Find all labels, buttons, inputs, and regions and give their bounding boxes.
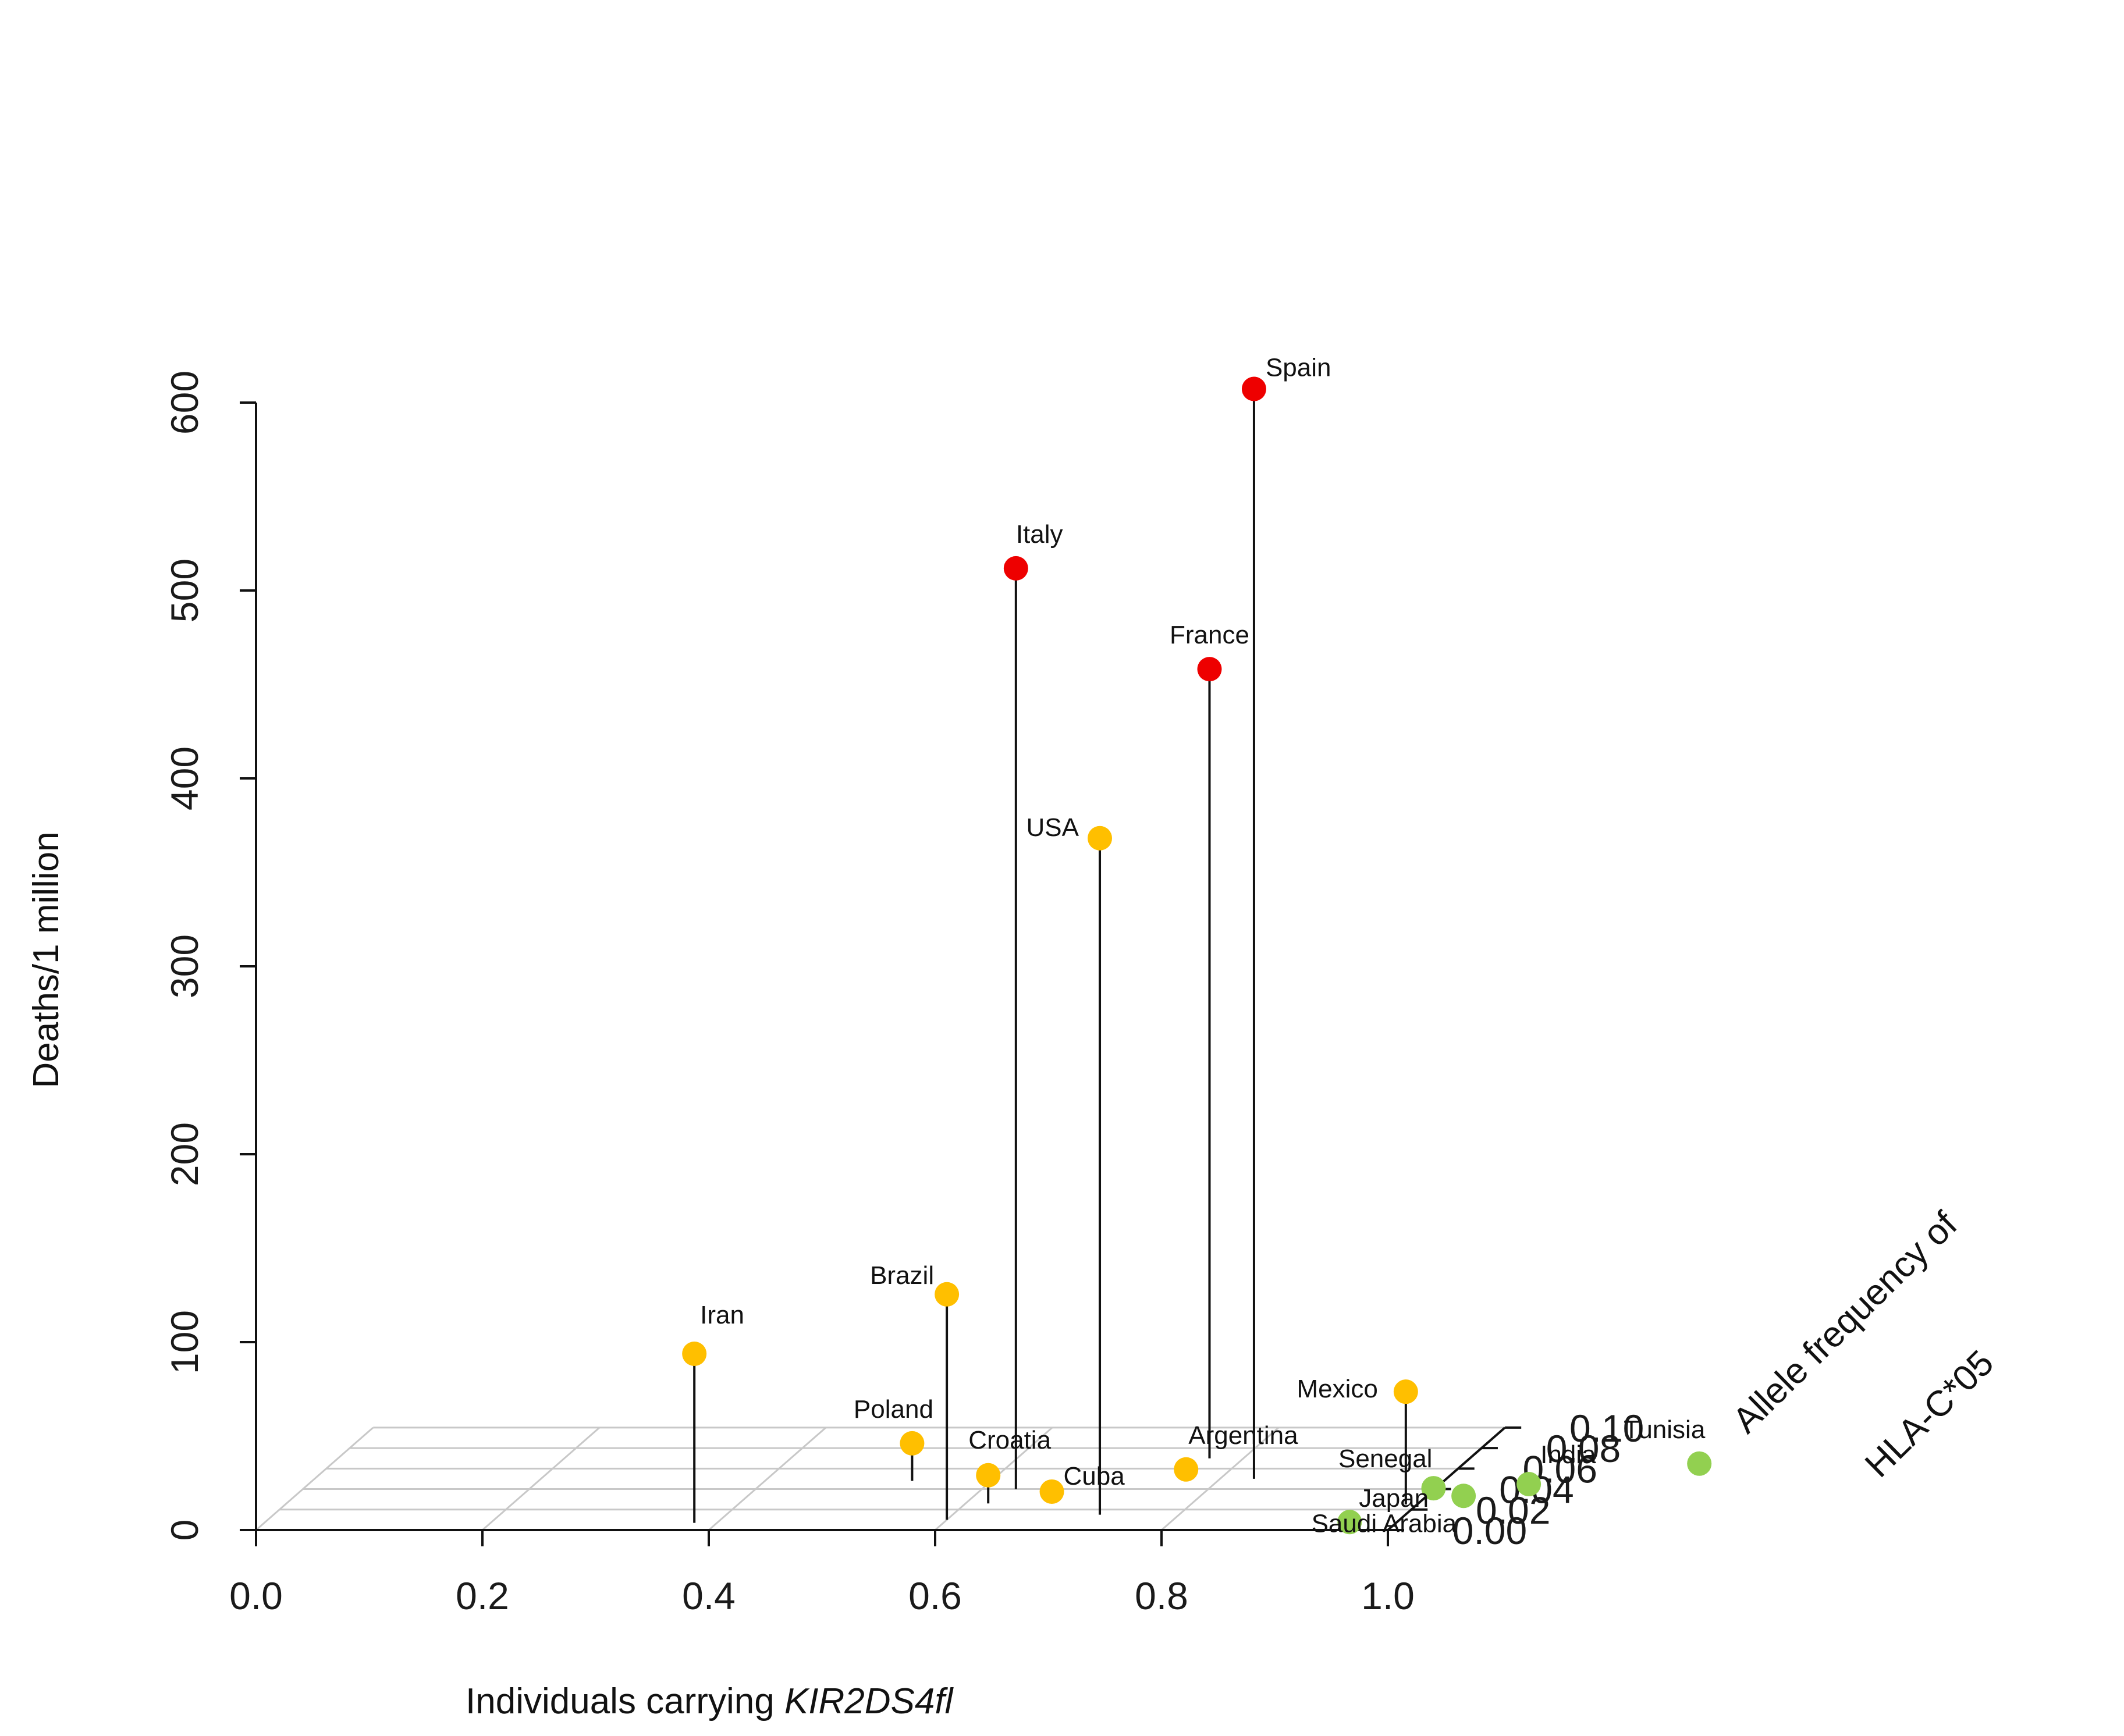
x-tick-label: 0.0 <box>229 1574 283 1617</box>
x-axis-title-italic: KIR2DS4fl <box>784 1681 954 1721</box>
point-label-poland: Poland <box>854 1395 933 1424</box>
floor-gridline-x <box>482 1426 601 1531</box>
point-label-india: India <box>1540 1440 1596 1469</box>
y-tick-label: 0.10 <box>1569 1407 1644 1450</box>
point-france <box>1197 657 1222 682</box>
x-tick-label: 0.6 <box>908 1574 962 1617</box>
point-cuba <box>1039 1479 1064 1504</box>
x-tick-label: 0.4 <box>682 1574 736 1617</box>
z-axis-title: Deaths/1 million <box>26 831 66 1088</box>
point-label-saudi-arabia: Saudi Arabia <box>1312 1509 1457 1538</box>
floor-gridline-x <box>255 1426 374 1531</box>
y-tick-label: 0.08 <box>1546 1427 1621 1470</box>
point-label-italy: Italy <box>1016 520 1063 549</box>
labels: Spain Italy France USA Mexico Brazil Poland Ira… <box>700 354 1706 1538</box>
point-italy <box>1003 556 1028 581</box>
z-tick-label: 600 <box>163 371 206 435</box>
x-tick-label: 0.8 <box>1135 1574 1188 1617</box>
point-label-usa: USA <box>1027 813 1079 842</box>
point-brazil <box>935 1282 960 1307</box>
z-tick-label: 500 <box>163 558 206 622</box>
x-axis-title: Individuals carrying KIR2DS4fl <box>466 1681 954 1721</box>
point-japan <box>1337 1510 1362 1535</box>
floor-gridline-x <box>708 1426 827 1531</box>
point-label-france: France <box>1170 621 1249 649</box>
y-tick-label: 0.02 <box>1476 1489 1550 1532</box>
point-senegal <box>1421 1476 1446 1501</box>
z-tick-label: 0 <box>163 1520 206 1541</box>
floor-grid <box>255 1426 1505 1531</box>
point-label-senegal: Senegal <box>1338 1445 1432 1473</box>
point-saudi-arabia <box>1451 1484 1476 1509</box>
x-tick-label: 1.0 <box>1361 1574 1415 1617</box>
z-tick-label: 200 <box>163 1122 206 1186</box>
point-croatia <box>976 1463 1001 1488</box>
z-tick-label: 100 <box>163 1310 206 1374</box>
point-usa <box>1088 826 1113 851</box>
x-axis-title-text: Individuals carrying <box>466 1681 784 1721</box>
point-label-mexico: Mexico <box>1297 1375 1377 1403</box>
point-label-brazil: Brazil <box>870 1261 934 1290</box>
point-label-croatia: Croatia <box>968 1426 1051 1454</box>
point-argentina <box>1174 1457 1199 1482</box>
point-label-spain: Spain <box>1266 354 1331 382</box>
z-tick-label: 300 <box>163 934 206 998</box>
point-iran <box>682 1341 707 1366</box>
floor-gridline-x <box>1161 1426 1280 1531</box>
point-label-argentina: Argentina <box>1188 1421 1298 1450</box>
stems <box>693 389 1701 1524</box>
point-spain <box>1241 376 1266 401</box>
y-axis-title-line2: HLA-C*05 <box>1857 1343 2001 1485</box>
x-tick-label: 0.2 <box>456 1574 509 1617</box>
axes: 0.00.20.40.60.81.00.000.020.040.060.080.… <box>163 371 1644 1617</box>
point-mexico <box>1393 1379 1418 1404</box>
point-label-iran: Iran <box>700 1301 744 1329</box>
y-tick-label: 0.00 <box>1452 1509 1527 1552</box>
point-label-cuba: Cuba <box>1064 1462 1125 1490</box>
points <box>682 376 1712 1535</box>
y-axis-line <box>1387 1426 1506 1531</box>
point-label-japan: Japan <box>1359 1484 1429 1513</box>
point-poland <box>900 1431 925 1456</box>
point-tunisia <box>1687 1451 1712 1476</box>
z-tick-label: 400 <box>163 746 206 810</box>
point-label-tunisia: Tunisia <box>1624 1415 1706 1444</box>
point-india <box>1516 1472 1542 1497</box>
